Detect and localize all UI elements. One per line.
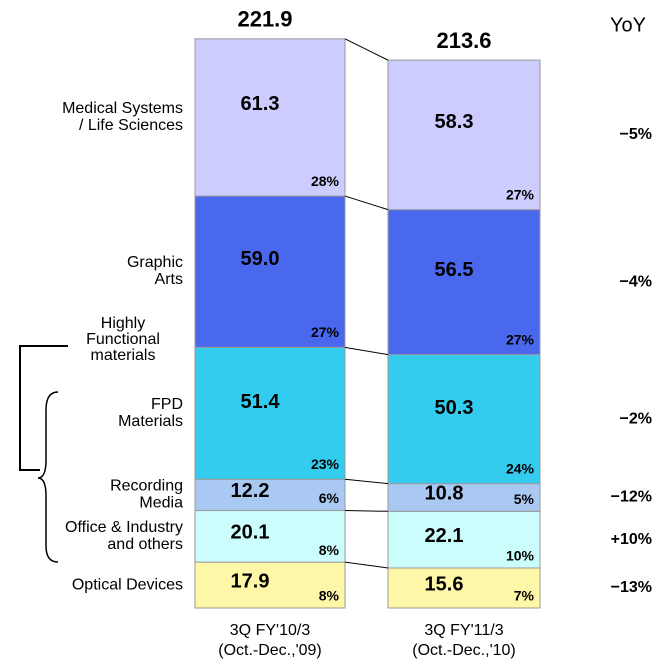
connector xyxy=(344,561,389,569)
value-label: 20.1 xyxy=(231,522,270,544)
x-tick-label: 3Q FY'10/3 (Oct.-Dec.,'09) xyxy=(218,622,322,659)
share-label: 27% xyxy=(311,324,340,340)
share-label: 24% xyxy=(506,460,535,476)
bar-segment xyxy=(194,195,346,348)
series-name: Optical Devices xyxy=(72,576,183,593)
series-name: Medical Systems / Life Sciences xyxy=(62,100,183,134)
value-label: 59.0 xyxy=(241,248,280,270)
value-label: 15.6 xyxy=(425,573,464,595)
share-label: 10% xyxy=(506,548,535,564)
bar-segment xyxy=(194,561,346,609)
series-name: Office & Industry and others xyxy=(65,519,183,553)
series-name: FPD Materials xyxy=(118,396,183,430)
value-label: 58.3 xyxy=(435,111,474,133)
value-label: 10.8 xyxy=(425,483,464,505)
group-label: Highly Functional materials xyxy=(86,315,160,364)
share-label: 27% xyxy=(506,331,535,347)
group-brace xyxy=(37,391,59,563)
value-label: 51.4 xyxy=(241,391,281,413)
share-label: 8% xyxy=(319,588,340,604)
bar-segment xyxy=(387,209,541,356)
bar-segment xyxy=(387,354,541,485)
connector xyxy=(344,510,389,512)
share-label: 7% xyxy=(514,588,535,604)
bar-segment xyxy=(387,567,541,609)
share-label: 5% xyxy=(514,491,535,507)
total-label: 221.9 xyxy=(237,7,292,32)
total-label: 213.6 xyxy=(436,28,491,53)
share-label: 8% xyxy=(319,542,340,558)
bar-segment xyxy=(387,510,541,569)
connector xyxy=(344,195,389,211)
x-tick-label: 3Q FY'11/3 (Oct.-Dec.,'10) xyxy=(412,622,516,659)
yoy-label: −13% xyxy=(611,579,652,596)
group-bracket xyxy=(19,345,68,471)
yoy-label: −2% xyxy=(620,410,652,427)
value-label: 61.3 xyxy=(241,93,280,115)
share-label: 27% xyxy=(506,186,535,202)
connector xyxy=(344,38,389,61)
bar-segment xyxy=(194,38,346,197)
yoy-label: −4% xyxy=(620,273,652,290)
value-label: 50.3 xyxy=(435,397,474,419)
connector xyxy=(344,346,389,356)
value-label: 12.2 xyxy=(231,480,270,502)
bar-segment xyxy=(387,483,541,512)
value-label: 22.1 xyxy=(425,525,464,547)
yoy-label: −5% xyxy=(620,126,652,143)
bar-segment xyxy=(387,59,541,211)
connector xyxy=(344,478,389,485)
value-label: 56.5 xyxy=(435,259,474,281)
bar-segment xyxy=(194,346,346,480)
series-name: Recording Media xyxy=(110,478,183,512)
yoy-label: −12% xyxy=(611,489,652,506)
series-name: Graphic Arts xyxy=(127,254,183,288)
share-label: 23% xyxy=(311,456,340,472)
yoy-title: YoY xyxy=(610,14,646,36)
bar-segment xyxy=(194,510,346,563)
share-label: 28% xyxy=(311,173,340,189)
yoy-label: +10% xyxy=(611,531,652,548)
share-label: 6% xyxy=(319,490,340,506)
value-label: 17.9 xyxy=(231,570,270,592)
